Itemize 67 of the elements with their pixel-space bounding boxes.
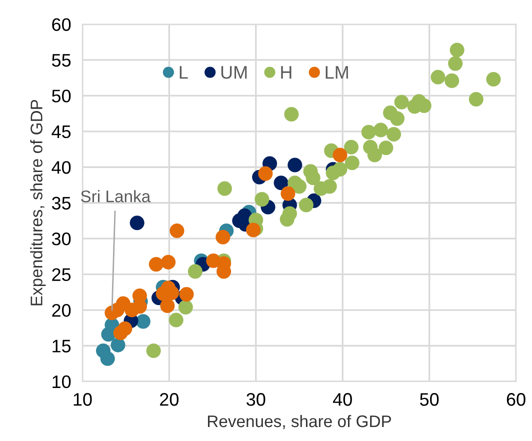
point <box>486 72 501 87</box>
point <box>136 314 150 329</box>
point <box>258 166 273 181</box>
point <box>373 122 388 138</box>
point <box>280 186 296 201</box>
x-tick-label: 50 <box>420 393 439 406</box>
y-tick-label: 60 <box>52 18 71 31</box>
point <box>444 73 460 88</box>
point <box>332 162 348 177</box>
point <box>448 56 463 71</box>
point <box>288 158 302 172</box>
x-tick-label: 30 <box>246 393 266 406</box>
point <box>274 176 288 190</box>
point <box>361 124 376 140</box>
point <box>322 179 337 194</box>
y-tick-label: 25 <box>52 268 71 282</box>
y-tick-label: 50 <box>52 90 71 102</box>
point <box>284 106 299 122</box>
y-tick-label: 45 <box>52 126 71 138</box>
point <box>306 170 320 186</box>
point <box>179 287 194 302</box>
annotation: Sri Lanka <box>80 190 151 202</box>
point <box>390 111 405 126</box>
point <box>344 156 360 170</box>
x-tick-label: 20 <box>160 393 179 406</box>
point <box>168 312 184 328</box>
legend-label: UM <box>221 66 247 79</box>
point <box>217 181 232 196</box>
point <box>450 42 464 58</box>
point <box>378 140 394 156</box>
y-tick-label: 35 <box>52 196 71 210</box>
point <box>161 254 176 270</box>
point <box>110 338 126 352</box>
point <box>146 343 161 358</box>
point <box>468 92 484 107</box>
y-tick-label: 15 <box>52 340 71 352</box>
point <box>178 300 193 314</box>
point <box>130 216 144 230</box>
point <box>386 126 402 142</box>
x-tick-label: 60 <box>506 393 526 406</box>
point <box>170 223 184 238</box>
point <box>394 94 409 110</box>
legend-label: H <box>281 66 292 79</box>
y-axis-title: Expenditures, share of GDP <box>30 100 46 306</box>
point <box>367 148 382 162</box>
y-tick-label: 20 <box>52 304 71 317</box>
point <box>282 206 297 221</box>
legend-label: L <box>180 66 188 79</box>
point <box>160 298 175 314</box>
x-tick-label: 10 <box>74 393 92 406</box>
legend-label: LM <box>326 66 348 79</box>
y-tick-label: 55 <box>52 54 71 67</box>
point <box>254 192 270 207</box>
point <box>430 70 446 84</box>
y-tick-label: 40 <box>52 161 71 174</box>
y-tick-label: 10 <box>52 375 71 388</box>
x-tick-label: 40 <box>332 393 352 406</box>
point <box>118 321 132 336</box>
point <box>298 198 314 212</box>
point <box>100 351 115 366</box>
y-tick-label: 30 <box>52 232 71 246</box>
point <box>148 257 164 272</box>
point <box>216 230 230 244</box>
point <box>188 264 202 279</box>
point <box>344 140 359 154</box>
point <box>332 148 348 162</box>
x-axis-title: Revenues, share of GDP <box>208 414 392 430</box>
